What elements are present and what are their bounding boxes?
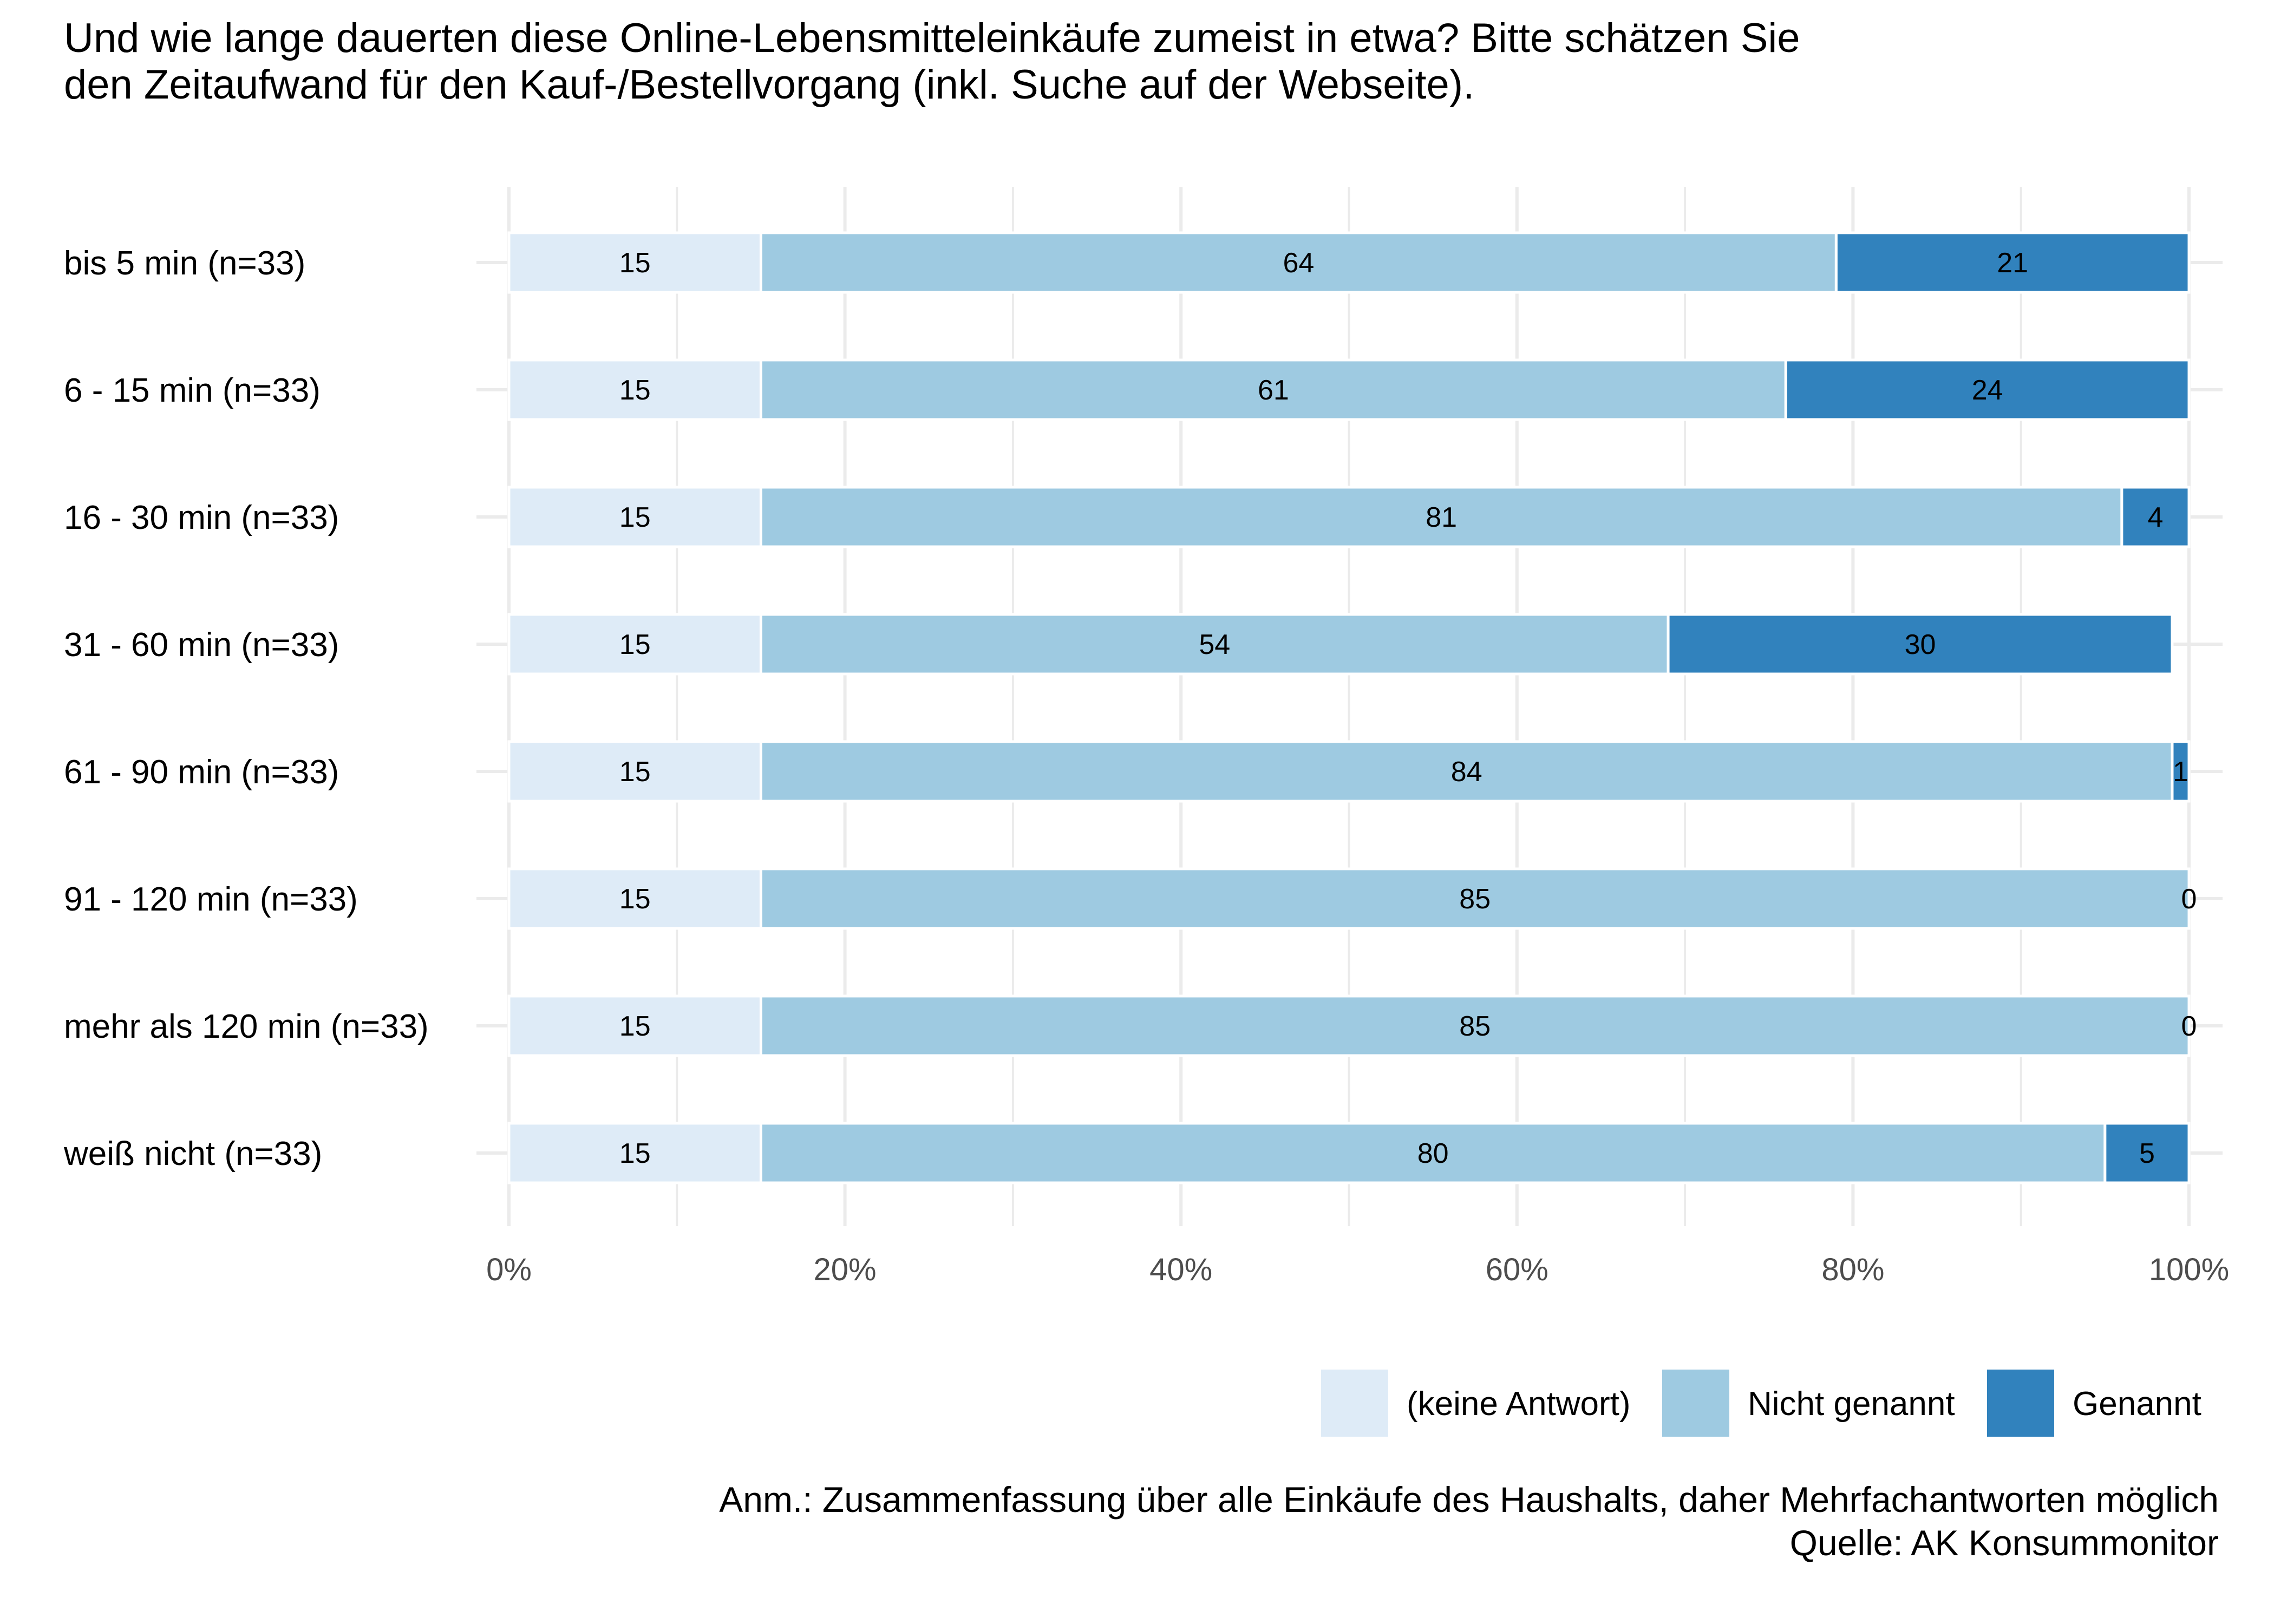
category-label-4: 61 - 90 min (n=33) [64,754,339,791]
chart-title-line-2: den Zeitaufwand für den Kauf-/Bestellvor… [64,62,1475,108]
grid-lines [476,187,2223,1226]
bar-series: 15 64 21 15 61 24 15 81 4 15 54 30 15 84 1 15 85 0 15 85 0 15… [507,231,2197,1184]
legend-swatch-2 [1987,1370,2054,1437]
x-tick-label-3: 60% [1486,1252,1548,1287]
legend-swatch-0 [1321,1370,1388,1437]
category-labels: bis 5 min (n=33) 6 - 15 min (n=33) 16 - 30… [63,245,429,1173]
bar-value-label-4-1: 84 [1451,756,1482,788]
bar-value-label-2-0: 15 [619,502,651,533]
bar-value-label-6-2: 0 [2181,1011,2197,1042]
caption-source: Quelle: AK Konsummonitor [1789,1523,2219,1563]
bar-3-series-2 [1667,613,2174,676]
bar-0-series-1 [759,231,1838,294]
caption: Anm.: Zusammenfassung über alle Einkäufe… [719,1478,2219,1564]
bar-value-label-3-0: 15 [619,629,651,660]
bar-2-series-1 [759,486,2123,548]
bar-2-series-2 [2120,486,2191,548]
bar-value-label-0-0: 15 [619,247,651,279]
bar-5-series-1 [759,867,2191,930]
bar-value-label-7-2: 5 [2139,1138,2155,1169]
bar-4-series-0 [507,740,762,803]
legend: (keine Antwort) Nicht genannt Genannt [1321,1370,2201,1437]
chart-title-line-1: Und wie lange dauerten diese Online-Lebe… [64,15,1800,61]
legend-label-2: Genannt [2073,1385,2201,1423]
bar-value-label-2-2: 4 [2147,502,2163,533]
x-axis-tick-labels: 0% 20% 40% 60% 80% 100% [486,1252,2229,1287]
category-label-5: 91 - 120 min (n=33) [64,881,358,918]
caption-note: Anm.: Zusammenfassung über alle Einkäufe… [719,1479,2219,1520]
bar-value-label-1-1: 61 [1258,375,1289,406]
category-label-7: weiß nicht (n=33) [63,1135,322,1173]
bar-value-label-0-2: 21 [1997,247,2028,279]
category-label-0: bis 5 min (n=33) [64,245,305,282]
bar-3-series-0 [507,613,762,676]
bar-value-label-5-2: 0 [2181,883,2197,915]
category-label-6: mehr als 120 min (n=33) [64,1008,429,1045]
x-tick-label-0: 0% [486,1252,532,1287]
bar-value-label-6-1: 85 [1459,1011,1491,1042]
category-label-3: 31 - 60 min (n=33) [64,626,339,664]
bar-2-series-0 [507,486,762,548]
bar-value-label-6-0: 15 [619,1011,651,1042]
x-tick-label-5: 100% [2149,1252,2229,1287]
chart-title: Und wie lange dauerten diese Online-Lebe… [64,15,2203,108]
bar-3-series-1 [759,613,1670,676]
bar-value-label-0-1: 64 [1283,247,1314,279]
bar-value-label-7-0: 15 [619,1138,651,1169]
bar-value-label-4-2: 1 [2173,756,2188,788]
bar-value-label-1-2: 24 [1972,375,2003,406]
bar-4-series-2 [2171,740,2191,803]
bar-1-series-2 [1784,358,2191,421]
bar-value-label-1-0: 15 [619,375,651,406]
bar-value-label-2-1: 81 [1426,502,1457,533]
bar-value-label-5-1: 85 [1459,883,1491,915]
bar-7-series-1 [759,1122,2107,1184]
x-tick-label-2: 40% [1149,1252,1212,1287]
bar-0-series-2 [1834,231,2191,294]
bar-value-label-7-1: 80 [1417,1138,1449,1169]
bar-6-series-0 [507,994,762,1057]
x-tick-label-4: 80% [1821,1252,1884,1287]
bar-1-series-0 [507,358,762,421]
legend-label-0: (keine Antwort) [1407,1385,1631,1423]
x-tick-label-1: 20% [814,1252,877,1287]
bar-value-label-3-1: 54 [1199,629,1230,660]
bar-6-series-1 [759,994,2191,1057]
bar-value-label-3-2: 30 [1905,629,1936,660]
category-label-1: 6 - 15 min (n=33) [64,372,321,409]
bar-0-series-0 [507,231,762,294]
legend-swatch-1 [1662,1370,1729,1437]
bar-value-label-5-0: 15 [619,883,651,915]
category-label-2: 16 - 30 min (n=33) [64,499,339,536]
bar-4-series-1 [759,740,2174,803]
bar-value-label-4-0: 15 [619,756,651,788]
legend-label-1: Nicht genannt [1748,1385,1955,1423]
bar-7-series-2 [2103,1122,2191,1184]
